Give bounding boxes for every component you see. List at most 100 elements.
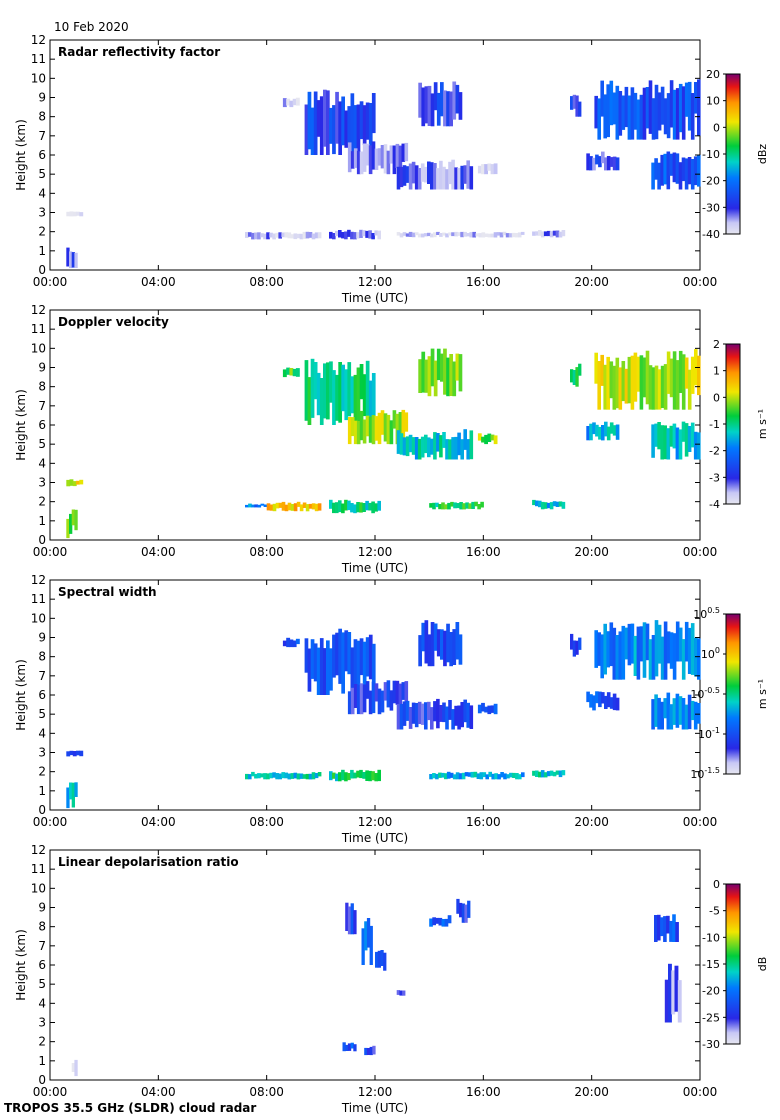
echo-streak [664, 979, 669, 1023]
echo-streak [601, 151, 605, 164]
x-tick-label: 12:00 [358, 815, 393, 829]
echo-streak [452, 774, 457, 780]
echo-streak [329, 499, 333, 509]
echo-streak [72, 211, 77, 217]
echo-streak [404, 142, 409, 162]
echo-streak [254, 773, 258, 779]
y-tick-label: 7 [38, 129, 46, 143]
echo-streak [642, 622, 647, 678]
echo-streak [465, 502, 469, 509]
echo-streak [344, 231, 348, 240]
colorbar-tick-label: 100 [701, 646, 720, 661]
echo-streak [444, 918, 449, 927]
echo-streak [356, 770, 360, 778]
y-tick-label: 1 [38, 1054, 46, 1068]
echo-streak [487, 705, 492, 715]
x-tick-label: 00:00 [33, 815, 68, 829]
echo-streak [356, 684, 361, 715]
echo-streak [455, 84, 460, 114]
echo-streak [71, 252, 75, 268]
echo-region [304, 358, 376, 425]
echo-streak [433, 82, 438, 111]
echo-streak [281, 501, 286, 511]
echo-streak [684, 158, 689, 190]
echo-region [570, 363, 582, 387]
echo-streak [399, 703, 404, 730]
echo-streak [570, 96, 574, 110]
y-tick-label: 8 [38, 110, 46, 124]
echo-region [345, 902, 357, 935]
x-tick-label: 08:00 [249, 275, 284, 289]
y-tick-label: 0 [38, 533, 46, 547]
echo-streak [503, 773, 507, 780]
echo-streak [438, 917, 443, 926]
echo-streak [362, 641, 367, 695]
echo-region [456, 898, 471, 923]
echo-streak [521, 772, 525, 778]
echo-streak [432, 502, 436, 510]
echo-streak [666, 351, 671, 394]
echo-streak [639, 626, 644, 662]
echo-streak [396, 166, 401, 190]
x-tick-label: 04:00 [141, 275, 176, 289]
echo-streak [383, 413, 388, 442]
echo-streak [295, 638, 300, 645]
echo-streak [687, 81, 692, 131]
echo-streak [347, 229, 351, 237]
colorbar-tick-label: -1 [709, 418, 720, 431]
echo-streak [398, 145, 403, 175]
echo-streak [248, 503, 252, 508]
echo-streak [446, 357, 450, 397]
echo-streak [266, 503, 271, 511]
echo-streak [669, 80, 674, 128]
echo-streak [606, 426, 611, 441]
echo-streak [697, 638, 701, 680]
echo-streak [430, 233, 434, 238]
echo-region [66, 750, 84, 757]
echo-streak [411, 437, 416, 455]
echo-region [282, 637, 300, 648]
echo-streak [350, 903, 354, 935]
echo-streak [663, 916, 667, 942]
echo-streak [442, 232, 446, 236]
echo-streak [307, 648, 312, 692]
echo-streak [368, 770, 372, 782]
echo-streak [377, 688, 382, 715]
echo-streak [74, 1059, 78, 1077]
echo-streak [615, 635, 620, 680]
echo-streak [505, 233, 510, 238]
echo-streak [451, 709, 455, 730]
echo-streak [365, 681, 370, 699]
echo-streak [511, 232, 516, 238]
echo-streak [402, 437, 407, 456]
echo-streak [326, 362, 330, 420]
echo-streak [436, 629, 441, 657]
echo-streak [286, 367, 291, 375]
echo-region [586, 421, 620, 441]
echo-streak [436, 348, 441, 381]
echo-streak [600, 634, 604, 679]
x-tick-label: 08:00 [249, 815, 284, 829]
echo-streak [361, 928, 365, 965]
echo-streak [675, 88, 680, 140]
echo-streak [365, 230, 369, 238]
echo-streak [365, 500, 369, 511]
echo-streak [446, 771, 451, 779]
echo-streak [362, 105, 367, 146]
y-tick-label: 12 [31, 843, 46, 857]
y-tick-label: 11 [31, 322, 46, 336]
echo-streak [260, 773, 264, 778]
echo-streak [660, 636, 665, 680]
echo-streak [561, 230, 566, 237]
echo-streak [555, 770, 560, 775]
echo-streak [604, 695, 608, 709]
echo-region [342, 1042, 357, 1052]
echo-streak [421, 622, 426, 652]
echo-streak [269, 504, 274, 511]
echo-streak [460, 231, 464, 238]
echo-streak [427, 701, 431, 721]
y-tick-label: 2 [38, 495, 46, 509]
echo-streak [460, 165, 464, 190]
echo-streak [672, 152, 677, 183]
echo-streak [317, 772, 322, 777]
